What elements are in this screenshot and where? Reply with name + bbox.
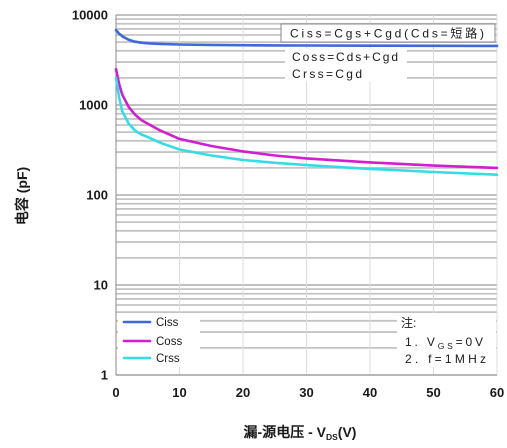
formula-background bbox=[285, 48, 407, 82]
formula-ciss: Ciss=Cgs+Cgd(Cds=短路) bbox=[290, 26, 484, 41]
formula-annotation: Ciss=Cgs+Cgd(Cds=短路) Coss=Cds+Cgd Crss=C… bbox=[280, 23, 496, 82]
legend-item: Coss bbox=[122, 336, 182, 348]
note-line-2: 2. f=1MHz bbox=[405, 352, 486, 366]
x-axis-title-suffix: (V) bbox=[338, 424, 357, 440]
y-tick-label: 1 bbox=[101, 368, 108, 383]
tick-labels: 10000 1000 100 10 10 10 20 30 40 50 60 bbox=[72, 8, 504, 401]
formula-box bbox=[280, 23, 496, 43]
x-tick-label: 40 bbox=[363, 385, 377, 400]
x-tick-label: 60 bbox=[490, 385, 504, 400]
note-line-1-suffix: =0V bbox=[456, 335, 483, 349]
x-tick-label: 20 bbox=[236, 385, 250, 400]
x-axis-title: 漏-源电压 - VDS(V) bbox=[244, 424, 357, 442]
legend: Ciss Coss Crss bbox=[118, 313, 200, 367]
x-tick-label: 50 bbox=[426, 385, 440, 400]
test-conditions-note: 注: 1. V GS =0V 2. f=1MHz bbox=[397, 313, 496, 367]
series-line-coss bbox=[114, 67, 499, 170]
legend-item: Ciss bbox=[122, 317, 179, 329]
formula-crss: Crss=Cgd bbox=[292, 67, 362, 81]
y-tick-label: 10000 bbox=[72, 8, 108, 23]
legend-label: Ciss bbox=[156, 317, 179, 329]
series bbox=[114, 28, 499, 176]
x-tick-label: 30 bbox=[299, 385, 313, 400]
legend-label: Crss bbox=[156, 353, 180, 365]
y-tick-label: 1000 bbox=[79, 98, 108, 113]
x-axis-title-subscript: DS bbox=[326, 432, 338, 442]
y-axis-title: 电容 (pF) bbox=[14, 167, 30, 225]
legend-item: Crss bbox=[122, 353, 180, 365]
note-heading: 注: bbox=[401, 315, 416, 330]
x-axis-title-text: 漏-源电压 - V bbox=[244, 424, 327, 440]
note-background bbox=[397, 313, 496, 367]
x-tick-label: 0 bbox=[112, 385, 119, 400]
y-tick-label: 10 bbox=[94, 278, 108, 293]
x-tick-label: 10 bbox=[172, 385, 186, 400]
series-line-ciss bbox=[114, 28, 499, 48]
legend-label: Coss bbox=[156, 336, 182, 348]
series-line-crss bbox=[114, 76, 499, 176]
y-tick-label: 100 bbox=[86, 188, 108, 203]
note-line-1-text: 1. V bbox=[405, 335, 435, 349]
